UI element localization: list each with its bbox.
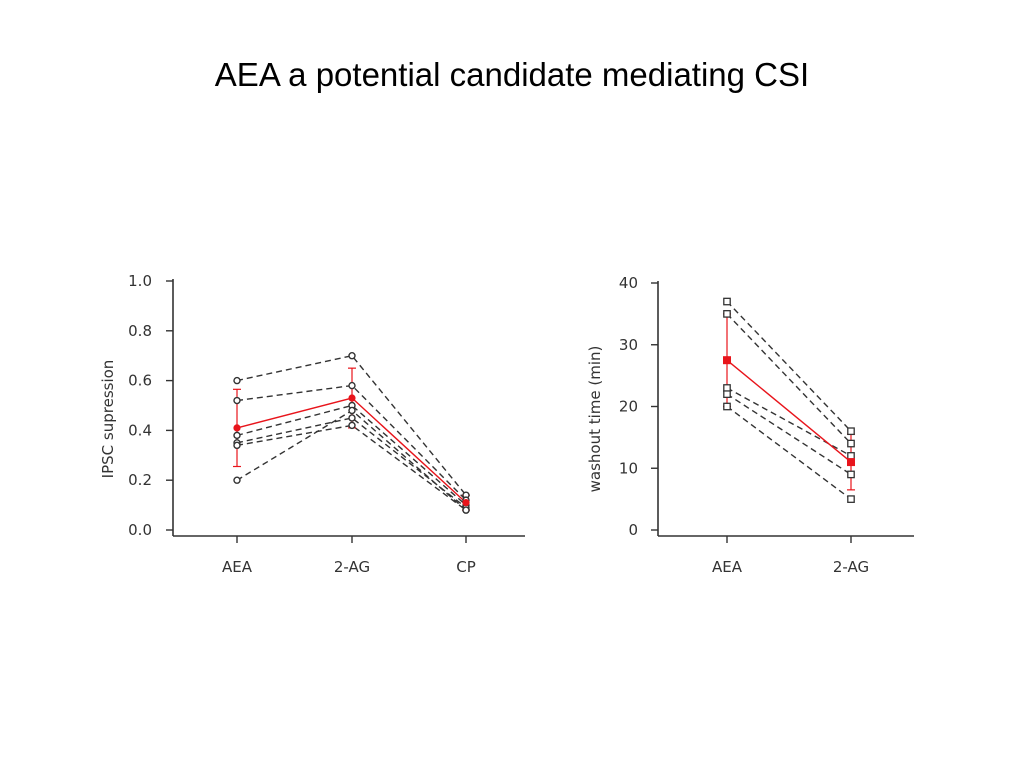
- chart1-data-point: [348, 406, 356, 415]
- chart2-data-point: [847, 495, 855, 503]
- chart2-y-axis-label: washout time (min): [586, 346, 604, 493]
- chart1-mean-point: [233, 424, 241, 432]
- chart1-individual-line: [236, 417, 467, 509]
- chart2-individual-line: [726, 313, 852, 445]
- chart1-y-axis-label: IPSC supression: [99, 360, 117, 479]
- chart1-data-point: [233, 431, 241, 440]
- chart2-category-label: 2-AG: [833, 558, 869, 576]
- chart1-category-label: CP: [456, 558, 476, 576]
- chart2-individual-line: [726, 387, 852, 457]
- chart1-y-tick-label: 0.4: [128, 421, 152, 439]
- chart1-mean-point: [462, 499, 470, 507]
- chart1-y-tick-label: 0.2: [128, 471, 152, 489]
- chart2-mean-point: [847, 458, 855, 467]
- chart1-mean-point: [348, 394, 356, 402]
- chart2-data-point: [847, 427, 855, 436]
- chart1-data-point: [233, 376, 241, 385]
- chart1-category-label: 2-AG: [334, 558, 370, 576]
- chart2-mean-line: [726, 359, 852, 463]
- chart1-data-point: [233, 476, 241, 484]
- chart2-data-point: [723, 390, 731, 399]
- chart2-data-point: [847, 439, 855, 448]
- chart2-y-tick-label: 20: [619, 398, 638, 416]
- chart1-data-point: [348, 352, 356, 360]
- chart2-y-tick-label: 0: [628, 521, 638, 539]
- chart1-individual-line: [236, 424, 467, 511]
- chart2-data-point: [723, 402, 731, 411]
- chart2-category-label: AEA: [712, 558, 743, 576]
- chart1-y-tick-label: 0.0: [128, 521, 152, 539]
- chart2-y-tick-label: 40: [619, 274, 638, 292]
- chart2-y-tick-label: 30: [619, 336, 638, 354]
- chart2-data-point: [723, 297, 731, 306]
- chart2-individual-line: [726, 405, 852, 500]
- chart2-data-point: [723, 384, 731, 392]
- chart1-category-label: AEA: [222, 558, 253, 576]
- chart2-individual-line: [726, 393, 852, 476]
- chart1-data-point: [233, 396, 241, 405]
- chart1-y-tick-label: 0.8: [128, 322, 152, 340]
- chart1-data-point: [348, 381, 356, 390]
- chart2-data-point: [847, 470, 855, 479]
- chart2-y-tick-label: 10: [619, 459, 638, 477]
- chart1-data-point: [462, 506, 470, 514]
- chart2-data-point: [723, 310, 731, 318]
- slide-title: AEA a potential candidate mediating CSI: [214, 56, 810, 93]
- chart1-data-point: [348, 414, 356, 422]
- chart1-data-point: [233, 441, 241, 450]
- chart2-mean-point: [723, 356, 731, 365]
- chart1-y-tick-label: 0.6: [128, 372, 152, 390]
- chart1-y-tick-label: 1.0: [128, 272, 152, 290]
- chart1-data-point: [348, 421, 356, 430]
